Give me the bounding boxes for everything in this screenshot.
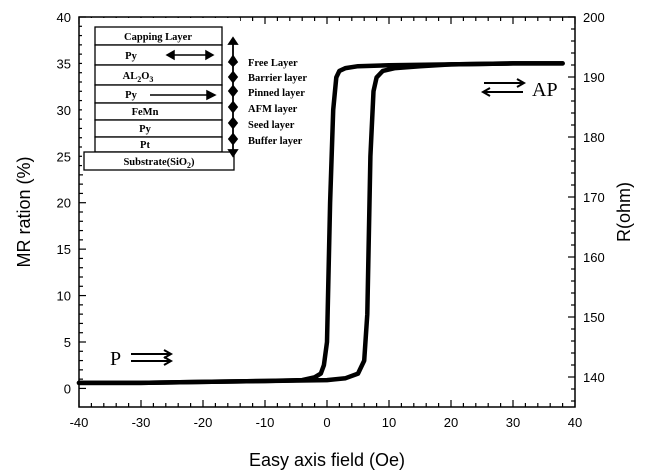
annotation-ap-label: AP	[532, 79, 558, 101]
layer-brackets	[227, 36, 239, 158]
layer-label-py-pinned: Py	[125, 90, 137, 101]
x-tick-label: 0	[323, 415, 330, 430]
x-tick-label: 20	[444, 415, 458, 430]
y-axis-title: MR ration (%)	[14, 156, 34, 267]
series-line-2	[76, 61, 565, 386]
layer-name-pinned: Pinned layer	[248, 88, 305, 99]
y-tick-label: 10	[57, 289, 71, 304]
layer-label-al2o3: AL2O3	[123, 71, 154, 84]
y-tick-label: 15	[57, 242, 71, 257]
x-tick-label: 10	[382, 415, 396, 430]
y2-tick-label: 190	[583, 70, 605, 85]
layer-al2o3	[94, 64, 223, 86]
y-tick-label: 0	[64, 381, 71, 396]
layer-pt	[94, 136, 223, 153]
layer-name-afm: AFM layer	[248, 104, 298, 115]
layer-label-pt: Pt	[140, 140, 150, 151]
layer-stack-text: Capping Layer Py AL2O3 Py FeMn Py Pt Sub…	[123, 32, 195, 170]
layer-label-py-seed: Py	[139, 124, 151, 135]
y-tick-label: 40	[57, 10, 71, 25]
layer-name-seed: Seed layer	[248, 120, 295, 131]
x-tick-label: -40	[70, 415, 89, 430]
x-tick-label: 30	[506, 415, 520, 430]
layer-names: Free Layer Barrier layer Pinned layer AF…	[248, 58, 307, 147]
annotation-ap: AP	[480, 78, 558, 101]
x-tick-label: -20	[194, 415, 213, 430]
y-tick-label: 30	[57, 103, 71, 118]
layer-label-py-free: Py	[125, 51, 137, 62]
layer-name-barrier: Barrier layer	[248, 73, 307, 84]
y-tick-label: 25	[57, 149, 71, 164]
hysteresis-curves	[76, 61, 565, 386]
layer-py-seed	[94, 119, 223, 138]
arrow-right-icon	[131, 349, 174, 366]
y2-axis-title: R(ohm)	[614, 182, 634, 242]
layer-substrate	[83, 151, 235, 171]
y2-tick-label: 200	[583, 10, 605, 25]
y2-tick-label: 170	[583, 190, 605, 205]
layer-py-pinned	[94, 84, 223, 104]
layer-label-femn: FeMn	[132, 107, 159, 118]
layer-name-free: Free Layer	[248, 58, 298, 69]
y2-tick-label: 150	[583, 310, 605, 325]
y2-tick-label: 180	[583, 130, 605, 145]
layer-label-substrate: Substrate(SiO2)	[123, 157, 195, 170]
annotation-p: P	[110, 348, 174, 370]
x-tick-label: -10	[256, 415, 275, 430]
arrow-right-icon	[205, 49, 215, 61]
y-tick-label: 20	[57, 196, 71, 211]
y-axis-ticks: 0 5 10 15 20 25 30 35 40	[57, 10, 86, 396]
y-tick-label: 5	[64, 335, 71, 350]
layer-label-capping: Capping Layer	[124, 32, 192, 43]
layer-arrows	[150, 49, 217, 101]
y2-tick-label: 140	[583, 370, 605, 385]
x-axis-title: Easy axis field (Oe)	[249, 450, 405, 470]
x-tick-label: -30	[132, 415, 151, 430]
y2-axis-ticks: 140 150 160 170 180 190 200	[568, 10, 605, 402]
arrow-right-icon	[206, 89, 217, 101]
layer-femn	[94, 102, 223, 121]
x-tick-label: 40	[568, 415, 582, 430]
layer-stack-inset	[82, 18, 240, 172]
layer-name-buffer: Buffer layer	[248, 136, 303, 147]
arrow-left-icon	[165, 49, 175, 61]
annotation-p-label: P	[110, 348, 121, 370]
y2-tick-label: 160	[583, 250, 605, 265]
y-tick-label: 35	[57, 56, 71, 71]
arrow-left-right-icon	[480, 78, 527, 97]
